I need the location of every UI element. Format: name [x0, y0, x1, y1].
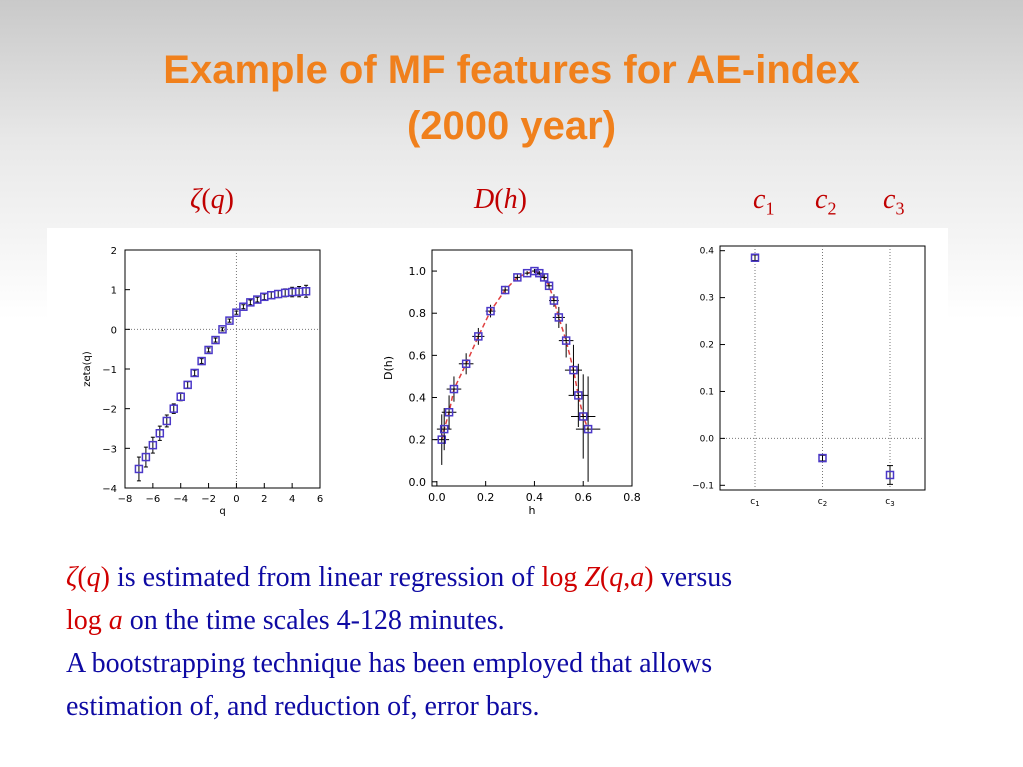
y-tick-label: 0.3 [700, 294, 714, 304]
x-tick-label: 0.6 [574, 491, 592, 504]
c2-label: c2 [815, 184, 837, 219]
data-point [204, 345, 213, 355]
data-point [155, 429, 165, 438]
category-label: c3 [885, 497, 894, 508]
data-point [134, 464, 144, 474]
x-tick-label: 0.4 [526, 491, 544, 504]
slide-title: Example of MF features for AE-index (200… [0, 42, 1023, 154]
data-point [176, 392, 185, 402]
data-point [190, 368, 199, 378]
data-point [569, 365, 578, 375]
data-point [437, 435, 447, 444]
data-point [539, 273, 549, 282]
data-point [183, 380, 192, 390]
y-tick-label: 0.2 [409, 434, 427, 447]
x-tick-label: −8 [118, 494, 133, 505]
x-tick-label: 4 [289, 494, 295, 505]
y-tick-label: 1 [111, 286, 117, 297]
data-point [549, 296, 559, 305]
x-tick-label: −2 [201, 494, 216, 505]
data-point [232, 308, 241, 317]
data-point [544, 281, 554, 291]
body-line-3: A bootstrapping technique has been emplo… [66, 648, 713, 679]
data-point [578, 412, 588, 421]
data-point [218, 325, 227, 334]
x-tick-label: 2 [261, 494, 267, 505]
data-point [169, 404, 178, 413]
data-point [818, 453, 827, 463]
data-point [474, 332, 483, 341]
data-point [561, 336, 571, 345]
slide-title-line2: (2000 year) [406, 104, 617, 148]
plot-frame [124, 249, 321, 489]
data-point [574, 391, 583, 400]
y-tick-label: 0.8 [409, 307, 427, 320]
category-label: c1 [750, 497, 759, 508]
data-point [750, 253, 760, 262]
y-tick-label: 0.4 [700, 247, 715, 257]
y-axis-label: D(h) [382, 356, 395, 380]
x-tick-label: 0.8 [623, 491, 641, 504]
x-tick-label: 0 [233, 494, 239, 505]
y-tick-label: 0.0 [700, 434, 715, 444]
y-tick-label: −1 [102, 365, 117, 376]
data-point [449, 384, 459, 394]
data-point [486, 306, 495, 316]
body-line-4: estimation of, and reduction of, error b… [66, 691, 540, 722]
data-point [211, 335, 220, 345]
zeta-plot-label: ζ(q) [190, 184, 234, 215]
data-point [885, 470, 895, 480]
x-tick-label: −4 [173, 494, 188, 505]
x-tick-label: 0.2 [477, 491, 495, 504]
c1-label: c1 [753, 184, 775, 219]
data-point [500, 285, 510, 295]
y-tick-label: 0.4 [409, 392, 427, 405]
c-coefficients-chart: −0.1 0.0 0.1 0.2 0.3 0.4 c1 c2 c3 [692, 245, 926, 508]
plot-frame [431, 249, 633, 487]
y-tick-label: 0.2 [700, 341, 714, 351]
zeta-q-chart: −8 −6 −4 −2 0 2 4 6 −4 −3 −2 −1 0 1 2 q zeta(q) [82, 246, 323, 517]
data-point [225, 316, 234, 325]
y-tick-label: 1.0 [409, 265, 427, 278]
slide-title-line1: Example of MF features for AE-index [163, 48, 860, 92]
data-point [530, 266, 539, 276]
y-tick-label: 0.1 [700, 387, 714, 397]
x-tick-label: 0.0 [428, 491, 446, 504]
category-label: c2 [818, 497, 827, 508]
data-point [554, 313, 564, 322]
y-tick-label: 0 [111, 325, 117, 336]
data-point [444, 408, 454, 417]
data-point [197, 356, 206, 366]
y-tick-label: 2 [111, 246, 117, 257]
y-tick-label: −2 [102, 405, 117, 416]
y-axis-label: zeta(q) [82, 351, 93, 387]
data-point [583, 424, 593, 434]
x-tick-label: 6 [317, 494, 323, 505]
body-line-1: ζ(q) is estimated from linear regression… [66, 562, 733, 593]
x-axis-label: h [529, 504, 536, 517]
y-tick-label: 0.6 [409, 349, 427, 362]
data-point [301, 287, 311, 296]
fit-curve [441, 270, 589, 440]
data-point [239, 302, 248, 311]
data-point [148, 440, 158, 450]
y-tick-label: 0.0 [409, 476, 427, 489]
body-text: ζ(q) is estimated from linear regression… [66, 556, 966, 728]
y-tick-label: −3 [102, 444, 117, 455]
y-tick-label: −0.1 [692, 481, 714, 491]
c3-label: c3 [883, 184, 905, 219]
data-point [162, 416, 172, 426]
data-point [439, 424, 449, 434]
data-point [141, 452, 151, 462]
x-tick-label: −6 [145, 494, 160, 505]
y-tick-label: −4 [102, 484, 117, 495]
data-point [461, 359, 471, 369]
x-axis-label: q [219, 506, 225, 517]
dh-plot-label: D(h) [474, 184, 527, 215]
charts-panel [47, 228, 948, 518]
data-point [513, 273, 522, 282]
body-line-2: log a on the time scales 4-128 minutes. [66, 605, 505, 636]
dh-chart: 0.0 0.2 0.4 0.6 0.8 0.0 0.2 0.4 0.6 0.8 1.0 h D(h) [382, 249, 641, 517]
